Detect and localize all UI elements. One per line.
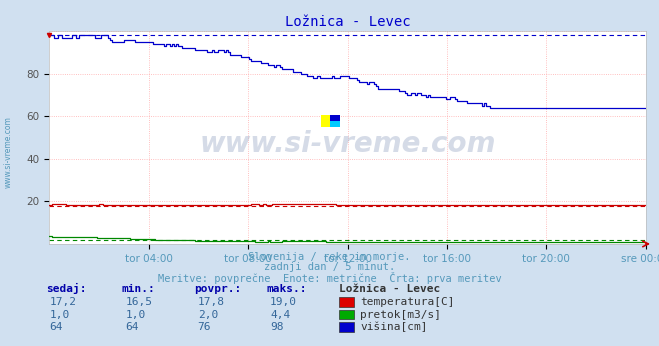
Text: pretok[m3/s]: pretok[m3/s] [360, 310, 442, 320]
Text: 17,8: 17,8 [198, 297, 225, 307]
Text: 98: 98 [270, 322, 283, 332]
Text: 1,0: 1,0 [125, 310, 146, 320]
Bar [330, 121, 340, 127]
Text: 19,0: 19,0 [270, 297, 297, 307]
Title: Ložnica - Levec: Ložnica - Levec [285, 15, 411, 29]
Text: Ložnica - Levec: Ložnica - Levec [339, 284, 441, 294]
Bar [321, 115, 330, 127]
Text: Meritve: povprečne  Enote: metrične  Črta: prva meritev: Meritve: povprečne Enote: metrične Črta:… [158, 272, 501, 284]
Text: povpr.:: povpr.: [194, 284, 242, 294]
Text: 64: 64 [125, 322, 138, 332]
Text: 17,2: 17,2 [49, 297, 76, 307]
Text: 1,0: 1,0 [49, 310, 70, 320]
Text: min.:: min.: [122, 284, 156, 294]
Text: 16,5: 16,5 [125, 297, 152, 307]
Text: Slovenija / reke in morje.: Slovenija / reke in morje. [248, 252, 411, 262]
Text: sedaj:: sedaj: [46, 283, 86, 294]
Text: 4,4: 4,4 [270, 310, 291, 320]
Text: 2,0: 2,0 [198, 310, 218, 320]
Text: www.si-vreme.com: www.si-vreme.com [3, 116, 13, 188]
Text: temperatura[C]: temperatura[C] [360, 297, 455, 307]
Text: 64: 64 [49, 322, 63, 332]
Text: 76: 76 [198, 322, 211, 332]
Text: maks.:: maks.: [267, 284, 307, 294]
Text: www.si-vreme.com: www.si-vreme.com [200, 130, 496, 158]
Text: zadnji dan / 5 minut.: zadnji dan / 5 minut. [264, 262, 395, 272]
Text: višina[cm]: višina[cm] [360, 322, 428, 332]
Bar [330, 115, 340, 121]
